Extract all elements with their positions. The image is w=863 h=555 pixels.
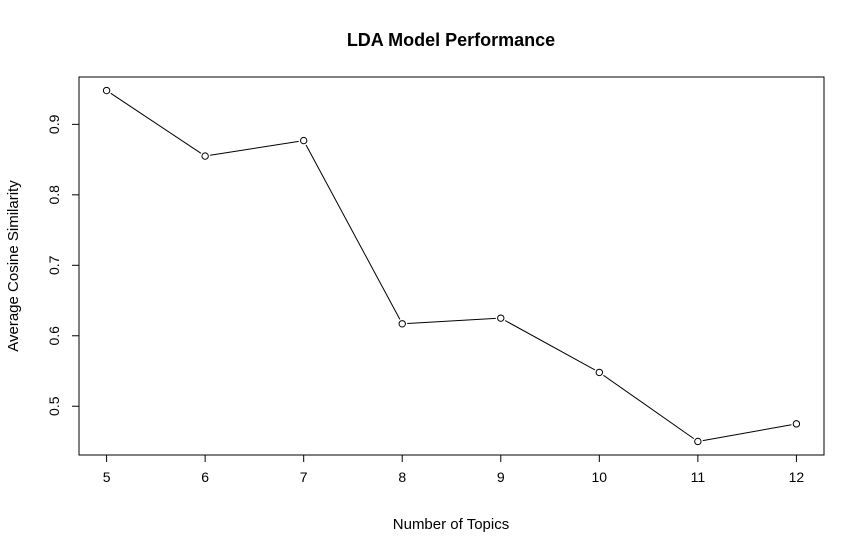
x-axis-label: Number of Topics <box>393 516 509 533</box>
x-tick-label: 5 <box>103 469 111 485</box>
x-tick-label: 6 <box>201 469 209 485</box>
series-segment <box>504 320 596 371</box>
series-points <box>102 86 801 446</box>
data-point <box>398 320 406 328</box>
series-segment <box>209 140 299 156</box>
series-segment <box>407 317 496 324</box>
series-segment <box>702 424 792 442</box>
y-axis: 0.5 0.6 0.7 0.8 0.9 <box>46 114 80 416</box>
x-tick-label: 12 <box>789 469 805 485</box>
series-line-segments <box>110 92 792 442</box>
y-tick-label: 0.8 <box>46 185 62 205</box>
x-tick-label: 11 <box>691 469 706 485</box>
plot-frame <box>78 76 825 456</box>
series-segment <box>305 144 401 320</box>
y-tick-label: 0.7 <box>46 255 62 275</box>
data-point <box>201 152 209 160</box>
data-point <box>299 136 308 145</box>
y-axis-label: Average Cosine Similarity <box>5 180 22 352</box>
y-tick-label: 0.6 <box>46 326 62 346</box>
data-point <box>497 314 505 322</box>
data-point <box>792 420 801 428</box>
series-segment <box>110 92 202 154</box>
x-tick-label: 8 <box>398 469 406 485</box>
y-tick-label: 0.5 <box>46 396 62 416</box>
x-tick-label: 9 <box>497 469 505 485</box>
series-segment <box>603 374 695 440</box>
x-axis: 5 6 7 8 9 10 11 12 <box>103 454 805 485</box>
chart-title: LDA Model Performance <box>347 30 555 50</box>
y-tick-label: 0.9 <box>46 114 62 134</box>
data-point <box>694 437 702 446</box>
data-point <box>595 368 604 377</box>
x-tick-label: 10 <box>592 469 608 485</box>
data-point <box>102 86 111 95</box>
x-tick-label: 7 <box>300 469 308 485</box>
